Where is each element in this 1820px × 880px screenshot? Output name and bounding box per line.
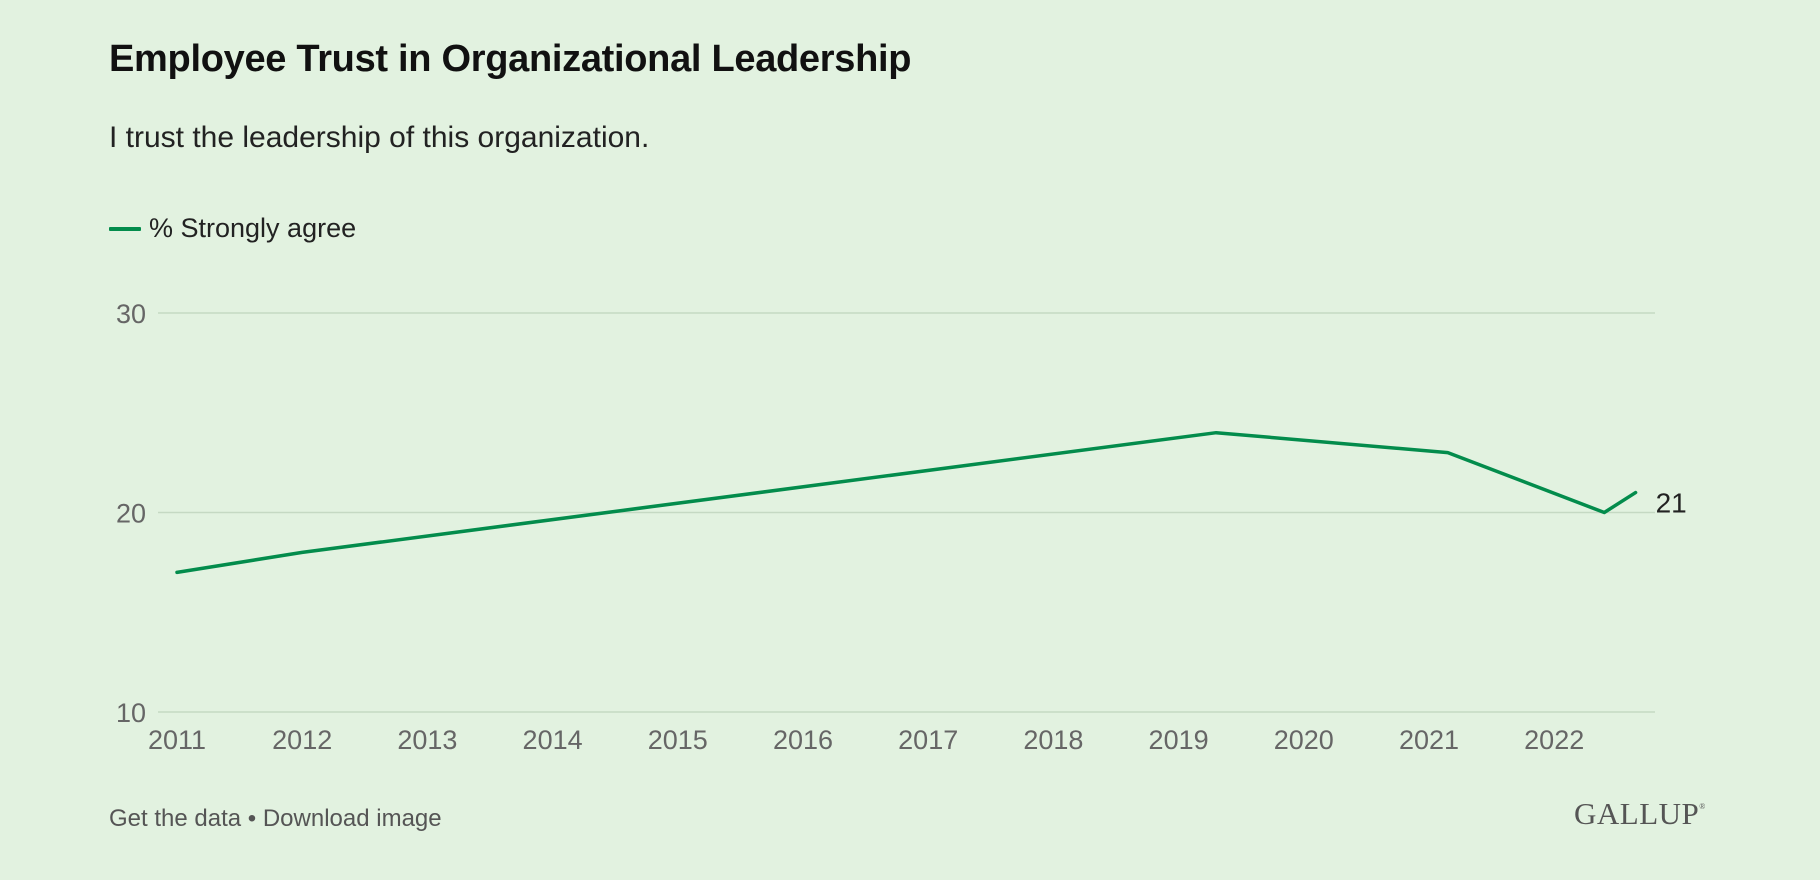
x-tick-label: 2020 <box>1274 725 1334 755</box>
footer-links: Get the data • Download image <box>109 805 442 833</box>
x-tick-label: 2022 <box>1524 725 1584 755</box>
legend: % Strongly agree <box>109 213 356 244</box>
series: 21 <box>175 430 1687 575</box>
legend-line-swatch <box>109 226 141 231</box>
x-tick-label: 2021 <box>1399 725 1459 755</box>
series-line <box>175 430 1638 575</box>
footer-separator: • <box>247 805 257 832</box>
x-tick-label: 2018 <box>1023 725 1083 755</box>
logo-registered-mark: ® <box>1699 802 1706 811</box>
x-tick-label: 2015 <box>648 725 708 755</box>
x-tick-label: 2014 <box>523 725 583 755</box>
x-tick-label: 2012 <box>272 725 332 755</box>
x-axis: 2011 2012 2013 2014 2015 2016 2017 2018 2019 2020… <box>148 725 1584 755</box>
x-tick-label: 2016 <box>773 725 833 755</box>
get-data-link[interactable]: Get the data <box>109 805 242 832</box>
x-tick-label: 2011 <box>148 725 206 755</box>
x-tick-label: 2013 <box>397 725 457 755</box>
legend-label: % Strongly agree <box>149 213 357 243</box>
download-image-link[interactable]: Download image <box>262 805 442 832</box>
logo-text: GALLUP <box>1574 796 1700 831</box>
y-tick-label: 10 <box>116 698 146 728</box>
x-tick-label: 2017 <box>898 725 958 755</box>
y-axis: 10 20 30 <box>116 299 146 728</box>
chart-subtitle: I trust the leadership of this organizat… <box>109 121 650 154</box>
gridlines <box>158 312 1655 713</box>
y-tick-label: 20 <box>116 499 146 529</box>
y-tick-label: 30 <box>116 299 146 329</box>
chart-title: Employee Trust in Organizational Leaders… <box>109 38 912 80</box>
gallup-logo: GALLUP® <box>1574 796 1706 832</box>
x-tick-label: 2019 <box>1149 725 1209 755</box>
end-value-label: 21 <box>1656 488 1687 519</box>
